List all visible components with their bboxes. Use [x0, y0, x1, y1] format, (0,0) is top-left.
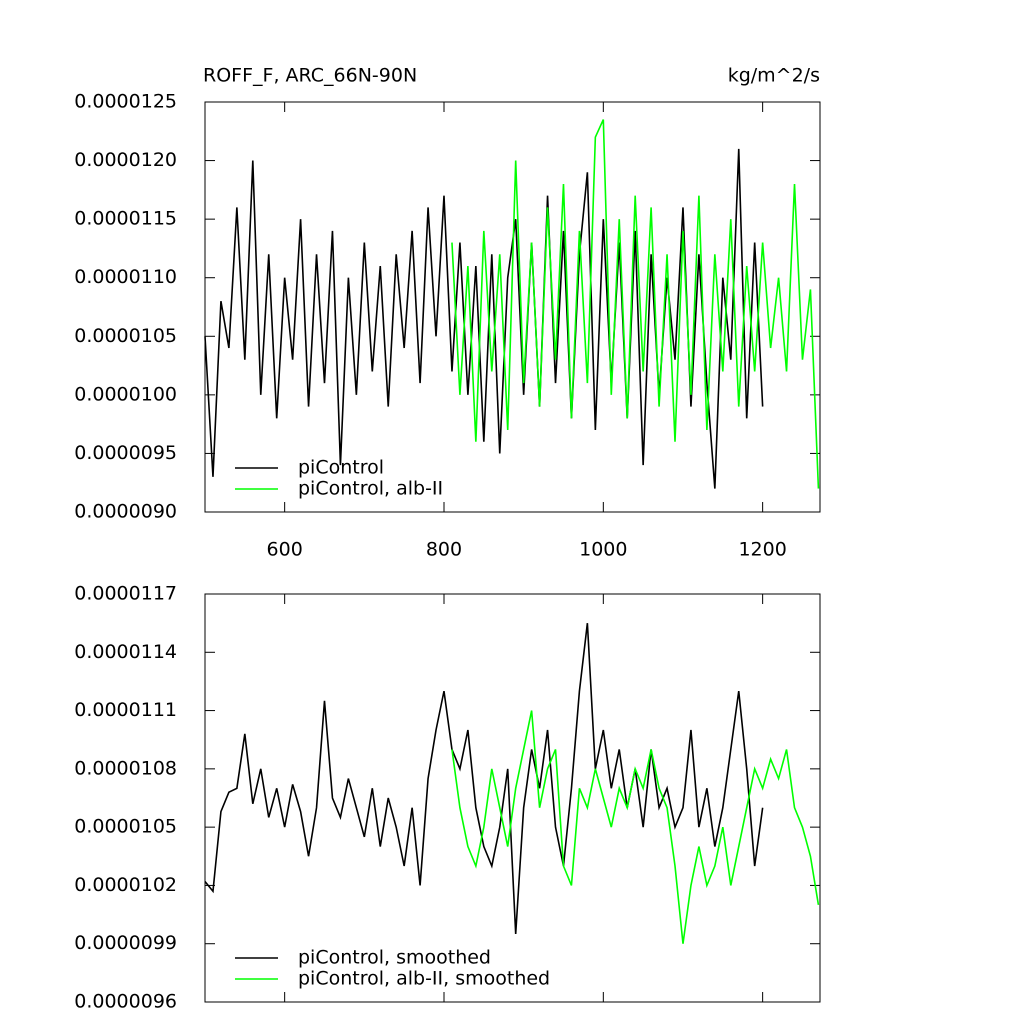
series-line [204, 623, 764, 935]
y-tick-label: 0.0000114 [74, 641, 177, 663]
units-label: kg/m^2/s [728, 65, 820, 87]
y-tick-label: 0.0000096 [74, 991, 177, 1013]
y-tick-label: 0.0000120 [74, 149, 177, 171]
y-tick-label: 0.0000102 [74, 874, 177, 896]
y-tick-label: 0.0000100 [74, 383, 177, 405]
x-tick-label: 600 [267, 539, 303, 561]
plot-frame [204, 593, 821, 1003]
legend-label: piControl, alb-II, smoothed [298, 968, 550, 990]
y-tick-label: 0.0000115 [74, 208, 177, 230]
chart-title: ROFF_F, ARC_66N-90N [203, 65, 417, 87]
series-line [451, 710, 820, 944]
y-tick-label: 0.0000095 [74, 442, 177, 464]
y-tick-label: 0.0000125 [74, 91, 177, 113]
legend-label: piControl, alb-II [298, 478, 443, 500]
y-tick-label: 0.0000099 [74, 932, 177, 954]
plot-frame [204, 101, 821, 513]
y-tick-label: 0.0000105 [74, 816, 177, 838]
legend-label: piControl, smoothed [298, 947, 491, 969]
y-tick-label: 0.0000110 [74, 266, 177, 288]
y-tick-label: 0.0000117 [74, 583, 177, 605]
y-tick-label: 0.0000105 [74, 325, 177, 347]
x-tick-label: 800 [426, 539, 462, 561]
y-tick-label: 0.0000090 [74, 501, 177, 523]
y-tick-label: 0.0000108 [74, 757, 177, 779]
legend-label: piControl [298, 457, 384, 479]
x-tick-label: 1200 [738, 539, 786, 561]
series-line [451, 119, 820, 489]
y-tick-label: 0.0000111 [74, 699, 177, 721]
x-tick-label: 1000 [579, 539, 627, 561]
